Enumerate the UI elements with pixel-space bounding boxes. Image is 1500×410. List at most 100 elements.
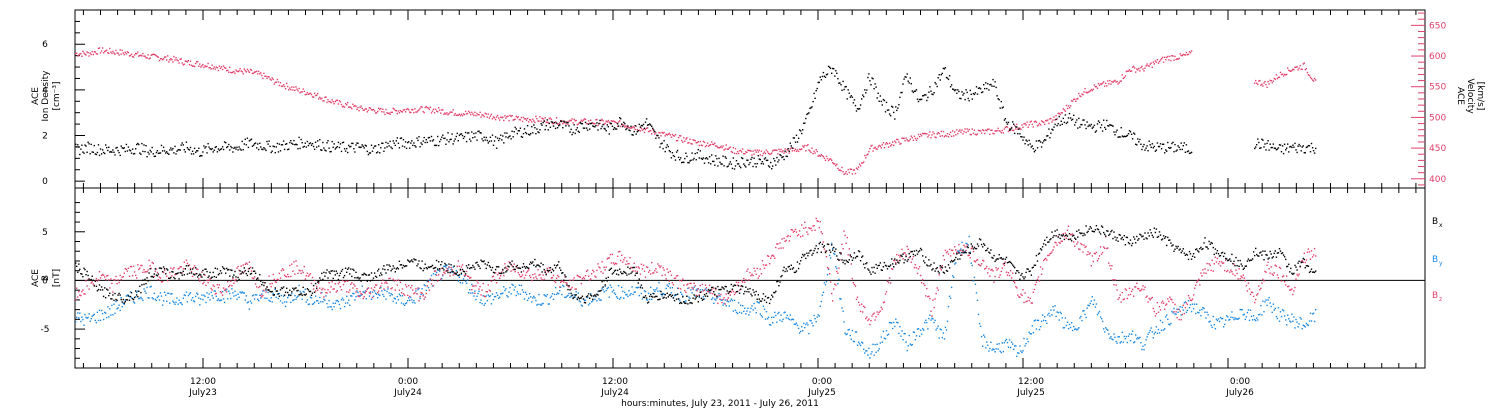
velocity-series-point xyxy=(454,112,456,115)
velocity-series-point xyxy=(625,125,627,127)
density-series-point xyxy=(1170,146,1172,149)
density-series-point xyxy=(788,150,790,152)
density-series-point xyxy=(133,152,136,155)
by-series-point xyxy=(1183,302,1185,304)
by-series-point xyxy=(279,300,282,302)
by-series-point xyxy=(142,299,144,302)
density-series-point xyxy=(902,83,904,85)
by-series-point xyxy=(249,300,252,302)
bz-series-point xyxy=(513,263,515,265)
velocity-series xyxy=(75,47,1317,175)
by-series-point xyxy=(924,321,926,324)
velocity-series-point xyxy=(1009,129,1012,132)
bz-series-point xyxy=(298,269,300,271)
density-series-point xyxy=(148,153,150,155)
bz-series-point xyxy=(550,277,553,279)
bz-series-point xyxy=(827,267,830,270)
bz-series-point xyxy=(75,298,77,301)
velocity-series-point xyxy=(1257,83,1259,86)
density-series-point xyxy=(815,90,817,92)
velocity-series-point xyxy=(661,131,663,134)
velocity-series-point xyxy=(1169,55,1171,58)
by-series-point xyxy=(434,273,437,276)
velocity-series-point xyxy=(392,107,394,109)
density-series-point xyxy=(369,152,372,154)
by-series-point xyxy=(1131,330,1134,332)
by-series-point xyxy=(529,293,531,295)
density-series-point xyxy=(559,124,561,126)
velocity-series-point xyxy=(154,54,156,56)
density-series-point xyxy=(397,142,400,144)
density-series-point xyxy=(214,146,216,149)
by-series-point xyxy=(1032,331,1034,334)
by-series-point xyxy=(463,275,466,278)
velocity-series-point xyxy=(475,114,477,117)
bz-series-point xyxy=(374,284,377,286)
by-series-point xyxy=(318,302,320,304)
density-series-point xyxy=(87,141,89,143)
by-series-point xyxy=(754,307,756,309)
bz-series-point xyxy=(686,284,688,286)
by-series-point xyxy=(348,299,350,301)
velocity-series-point xyxy=(714,142,716,144)
density-series-point xyxy=(309,142,312,144)
bz-series-point xyxy=(746,270,748,272)
by-series-point xyxy=(251,295,254,297)
bz-series-point xyxy=(302,271,304,274)
velocity-series-point xyxy=(415,111,417,113)
velocity-series-point xyxy=(223,67,226,69)
density-series-point xyxy=(469,138,471,140)
by-series-point xyxy=(167,292,169,295)
velocity-series-point xyxy=(265,75,267,77)
by-series-point xyxy=(381,290,383,292)
density-series-point xyxy=(993,85,995,87)
by-series-point xyxy=(1292,320,1294,322)
by-series-point xyxy=(871,351,873,353)
bz-series-point xyxy=(986,265,988,268)
velocity-series-point xyxy=(669,134,671,136)
velocity-series-point xyxy=(290,88,292,91)
bz-series-point xyxy=(1170,298,1172,300)
velocity-series-point xyxy=(558,123,560,125)
density-series-point xyxy=(437,135,439,138)
velocity-series-point xyxy=(330,101,332,104)
by-series-point xyxy=(651,298,653,301)
velocity-series-point xyxy=(687,142,689,144)
density-series-point xyxy=(931,93,933,95)
velocity-series-point xyxy=(581,120,584,122)
velocity-series-point xyxy=(150,54,152,56)
bz-series-point xyxy=(444,272,446,275)
velocity-series-point xyxy=(1030,120,1032,122)
density-series-point xyxy=(1294,142,1296,145)
velocity-series-point xyxy=(528,121,530,123)
bz-series-point xyxy=(820,231,822,233)
density-series-point xyxy=(432,139,435,141)
bz-series-point xyxy=(907,248,909,250)
bz-series-point xyxy=(704,284,707,286)
bz-series-point xyxy=(358,295,360,298)
density-series-point xyxy=(468,132,470,134)
density-series-point xyxy=(943,68,946,70)
velocity-series-point xyxy=(642,128,645,131)
by-series-point xyxy=(101,312,104,315)
bz-series-point xyxy=(244,263,246,265)
velocity-series-point xyxy=(883,147,886,149)
density-series-point xyxy=(262,148,264,151)
bz-series-point xyxy=(549,269,552,271)
by-series-point xyxy=(462,278,465,280)
density-series-point xyxy=(752,165,754,168)
density-series-point xyxy=(242,149,244,151)
bz-series-point xyxy=(825,256,828,258)
velocity-series-point xyxy=(1159,59,1162,61)
by-series-point xyxy=(492,299,495,301)
velocity-series-point xyxy=(744,153,746,155)
density-series-point xyxy=(795,134,798,136)
velocity-series-point xyxy=(903,137,905,140)
by-series-point xyxy=(617,285,620,287)
bz-series-point xyxy=(839,259,841,261)
by-series-point xyxy=(286,301,288,303)
velocity-series-point xyxy=(982,129,984,131)
velocity-series-point xyxy=(937,132,939,134)
velocity-series-point xyxy=(834,163,836,165)
density-series-point xyxy=(252,144,255,146)
